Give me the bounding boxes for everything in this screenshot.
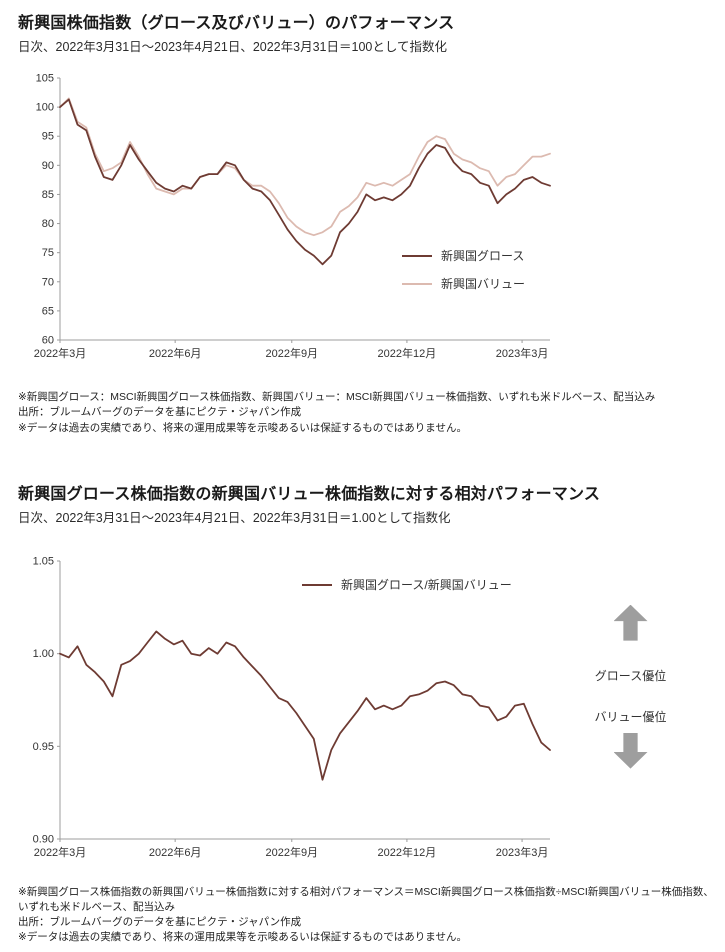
svg-text:2022年3月: 2022年3月 — [34, 845, 87, 859]
footnote-line: ※新興国グロース株価指数の新興国バリュー株価指数に対する相対パフォーマンス＝MS… — [18, 885, 714, 898]
svg-text:2022年9月: 2022年9月 — [265, 845, 318, 859]
chart1-legend: 新興国グロース 新興国バリュー — [402, 242, 525, 298]
footnote-line: いずれも米ドルベース、配当込み — [18, 900, 175, 913]
svg-text:2022年6月: 2022年6月 — [149, 845, 202, 859]
legend-item-value: 新興国バリュー — [402, 270, 525, 298]
svg-text:90: 90 — [42, 160, 54, 172]
footnote-line: ※データは過去の実績であり、将来の運用成果等を示唆あるいは保証するものではありま… — [18, 931, 467, 944]
growth-legend-label: 新興国グロース — [441, 249, 525, 264]
advantage-annotation: グロース優位 バリュー優位 — [558, 535, 703, 769]
legend-item-growth: 新興国グロース — [402, 242, 525, 270]
footnote-line: 出所：ブルームバーグのデータを基にピクテ・ジャパン作成 — [18, 406, 302, 419]
svg-text:75: 75 — [42, 247, 54, 259]
svg-text:2022年3月: 2022年3月 — [34, 346, 87, 360]
arrow-up-icon — [613, 604, 648, 641]
legend-item-relative: 新興国グロース/新興国バリュー — [302, 577, 512, 593]
chart2-title: 新興国グロース株価指数の新興国バリュー株価指数に対する相対パフォーマンス — [18, 485, 601, 503]
chart2-legend: 新興国グロース/新興国バリュー — [302, 577, 512, 593]
chart2-area: 0.90 0.95 1.00 1.05 2022年3月 2022年6月 2022年9月 202… — [18, 535, 558, 875]
svg-text:95: 95 — [42, 130, 54, 142]
relative-line-swatch — [302, 583, 332, 586]
chart2-row: 0.90 0.95 1.00 1.05 2022年3月 2022年6月 2022年9月 202… — [18, 535, 707, 875]
chart2-subtitle: 日次、2022年3月31日～2023年4月21日、2022年3月31日＝1.00… — [18, 510, 451, 525]
growth-advantage-label: グロース優位 — [594, 668, 667, 683]
chart1-footnotes: ※新興国グロース：MSCI新興国グロース株価指数、新興国バリュー：MSCI新興国… — [18, 390, 707, 437]
svg-text:60: 60 — [42, 334, 54, 346]
relative-legend-label: 新興国グロース/新興国バリュー — [341, 578, 512, 593]
chart2-footnotes: ※新興国グロース株価指数の新興国バリュー株価指数に対する相対パフォーマンス＝MS… — [18, 885, 714, 946]
chart1-title: 新興国株価指数（グロース及びバリュー）のパフォーマンス — [18, 15, 455, 32]
footnote-line: ※データは過去の実績であり、将来の運用成果等を示唆あるいは保証するものではありま… — [18, 422, 467, 435]
growth-line-swatch — [402, 254, 432, 257]
arrow-down-icon — [613, 732, 648, 769]
svg-text:80: 80 — [42, 218, 54, 230]
chart1-plot: 60 65 70 75 80 85 90 95 100 105 2022年3月 2022年6月 2022… — [34, 72, 551, 360]
svg-text:2023年3月: 2023年3月 — [496, 346, 549, 360]
value-advantage-label: バリュー優位 — [594, 709, 667, 724]
svg-text:0.90: 0.90 — [33, 833, 54, 845]
value-line-swatch — [402, 282, 432, 285]
svg-text:2022年9月: 2022年9月 — [265, 346, 318, 360]
svg-text:1.00: 1.00 — [33, 648, 54, 660]
svg-text:2023年3月: 2023年3月 — [496, 845, 549, 859]
svg-text:70: 70 — [42, 276, 54, 288]
relative-performance-section: 新興国グロース株価指数の新興国バリュー株価指数に対する相対パフォーマンス 日次、… — [18, 485, 714, 946]
svg-text:2022年12月: 2022年12月 — [378, 346, 437, 360]
performance-chart-section: 新興国株価指数（グロース及びバリュー）のパフォーマンス 日次、2022年3月31… — [18, 14, 707, 437]
svg-text:2022年12月: 2022年12月 — [378, 845, 437, 859]
svg-text:85: 85 — [42, 189, 54, 201]
chart1-area: 60 65 70 75 80 85 90 95 100 105 2022年3月 2022年6月 2022… — [18, 64, 707, 374]
svg-text:2022年6月: 2022年6月 — [149, 346, 202, 360]
chart1-subtitle: 日次、2022年3月31日～2023年4月21日、2022年3月31日＝100と… — [18, 39, 447, 54]
svg-text:1.05: 1.05 — [33, 555, 54, 567]
footnote-line: ※新興国グロース：MSCI新興国グロース株価指数、新興国バリュー：MSCI新興国… — [18, 390, 656, 403]
svg-text:100: 100 — [36, 101, 54, 113]
svg-text:0.95: 0.95 — [33, 740, 54, 752]
svg-text:105: 105 — [36, 72, 54, 84]
value-legend-label: 新興国バリュー — [441, 277, 526, 292]
chart2-plot: 0.90 0.95 1.00 1.05 2022年3月 2022年6月 2022年9月 202… — [33, 555, 551, 859]
footnote-line: 出所：ブルームバーグのデータを基にピクテ・ジャパン作成 — [18, 916, 302, 929]
svg-text:65: 65 — [42, 305, 54, 317]
